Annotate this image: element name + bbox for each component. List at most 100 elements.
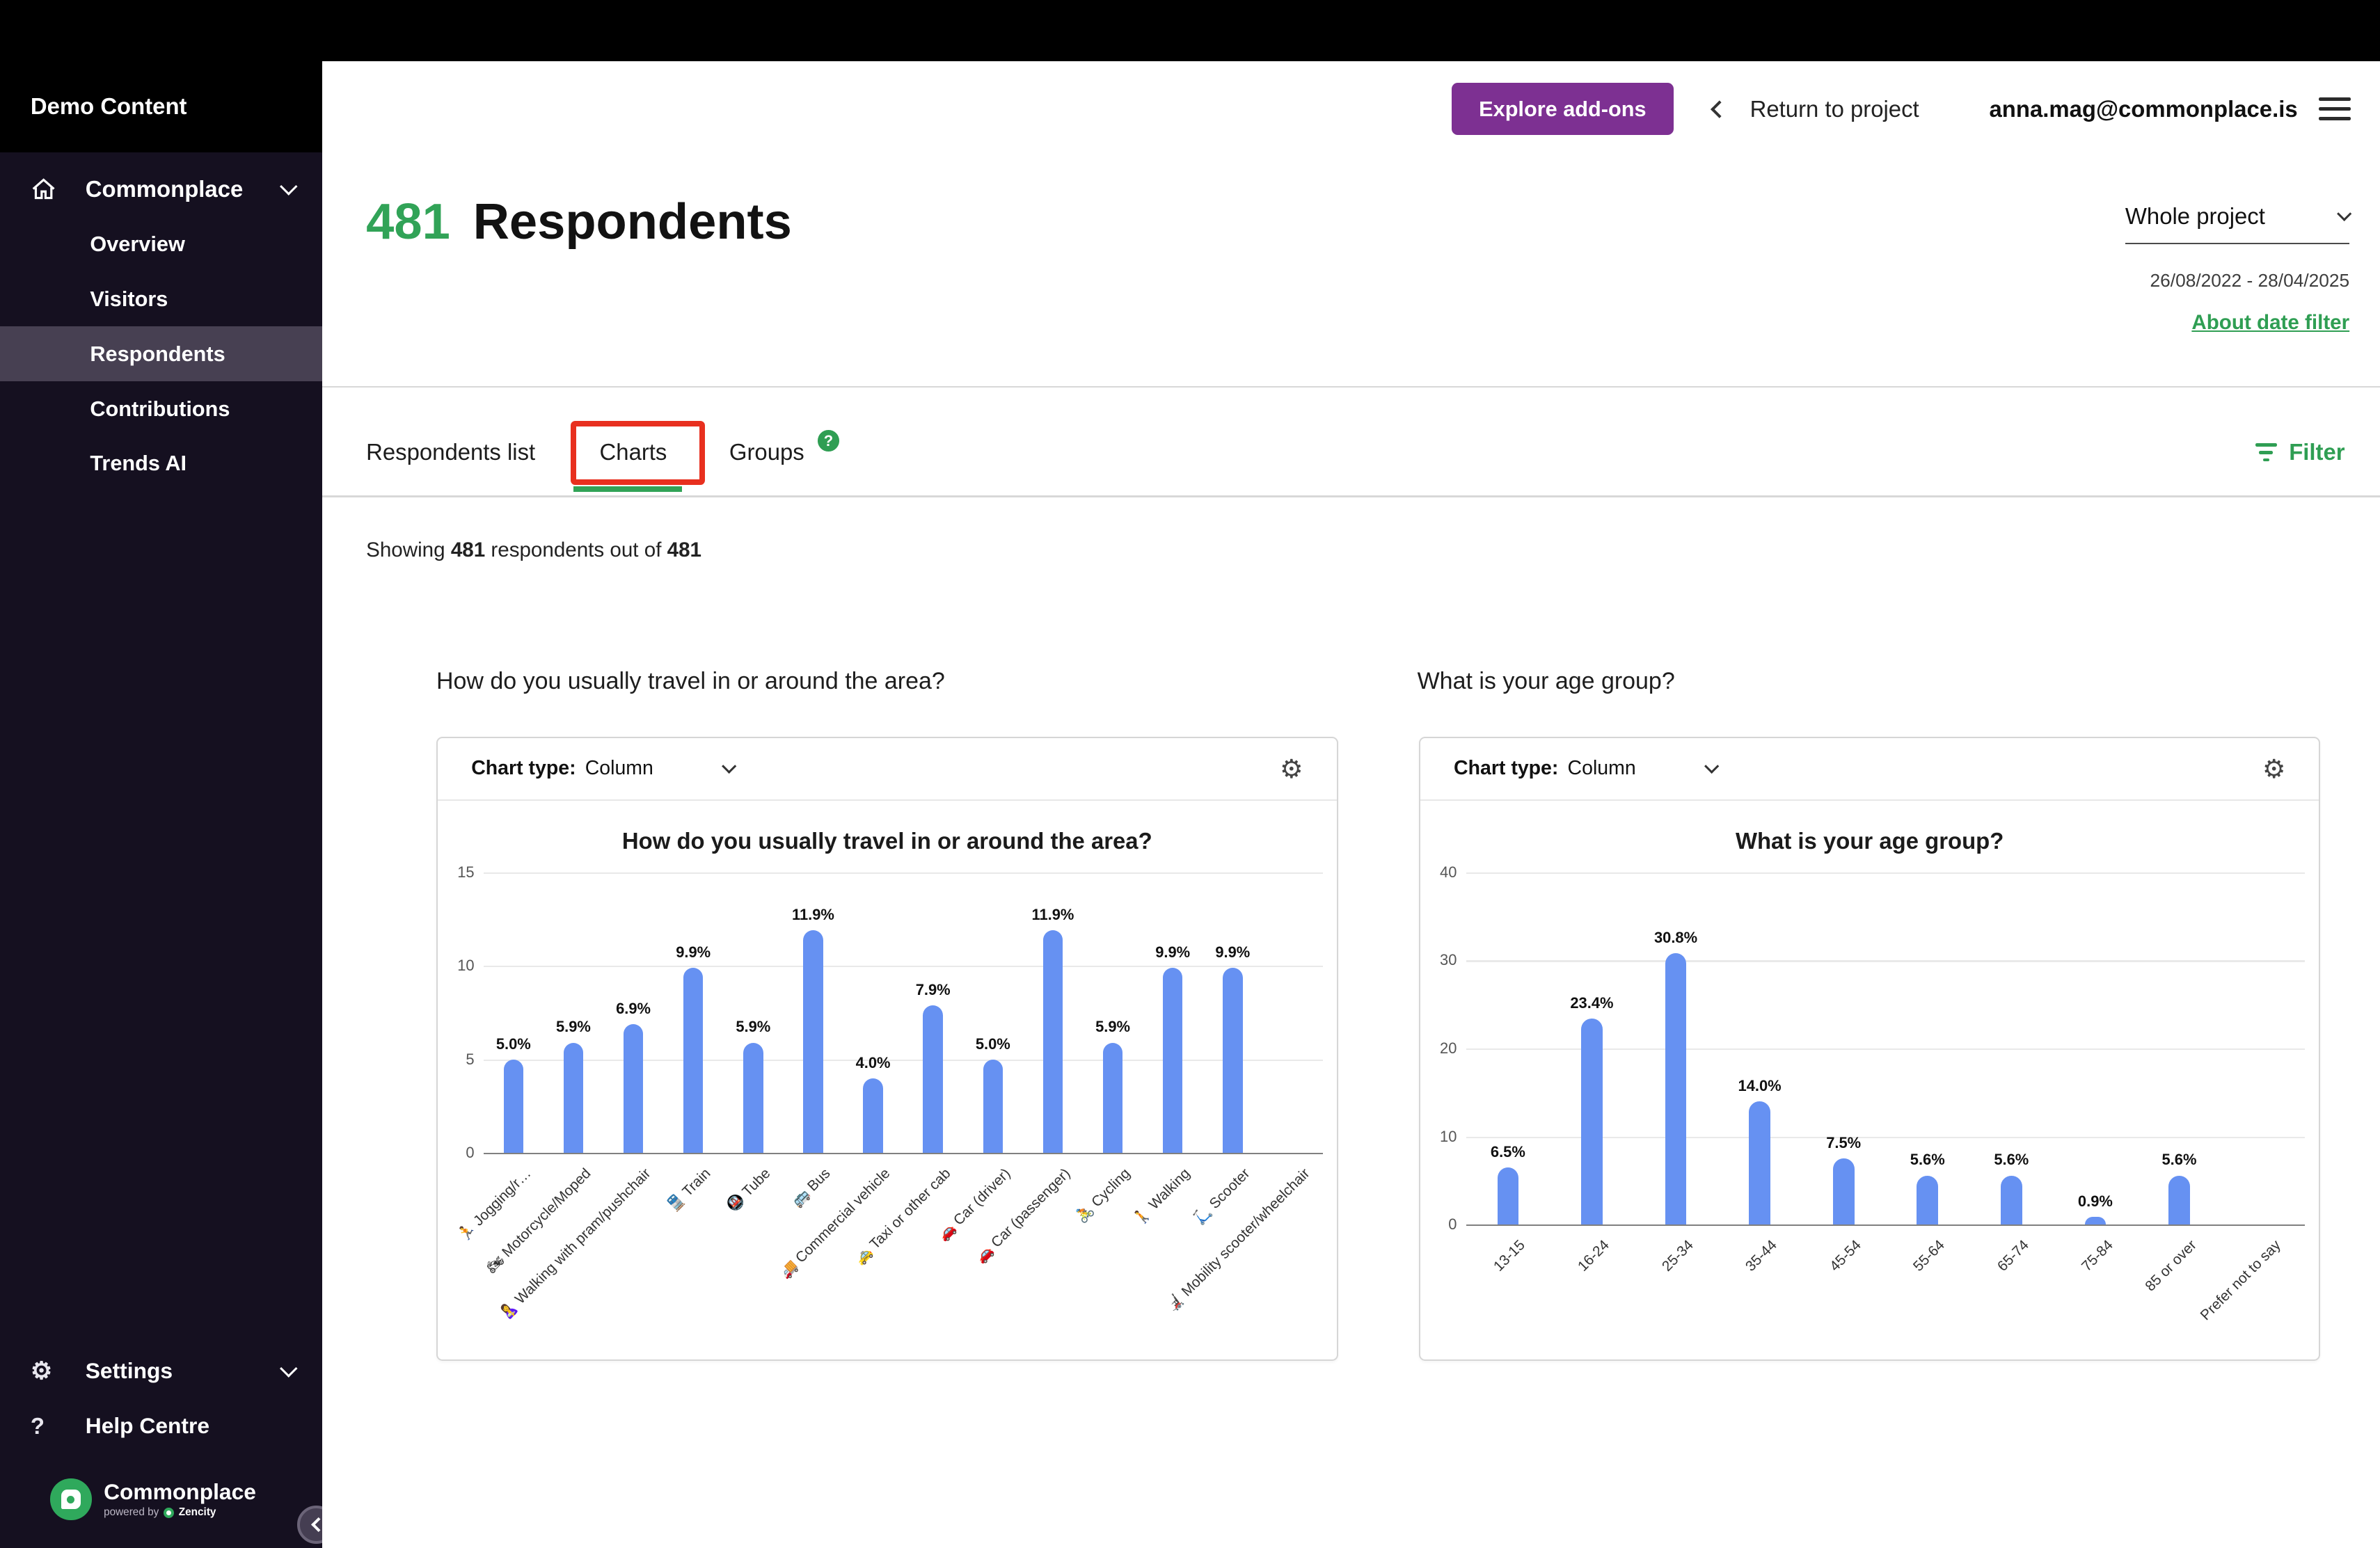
sidebar-item-contributions[interactable]: Contributions	[0, 381, 322, 436]
top-black-strip	[0, 0, 2380, 61]
chart-plot-area: 0 10 20 30 40 6.5% 13-15 23.4% 16-24 30.8% 25-34 14…	[1440, 863, 2306, 1323]
bar[interactable]	[1102, 1042, 1123, 1154]
about-date-filter-link[interactable]: About date filter	[2191, 311, 2350, 335]
date-range: 26/08/2022 - 28/04/2025	[2150, 270, 2350, 292]
y-axis-tick-label: 30	[1440, 951, 1457, 969]
bar[interactable]	[1665, 953, 1687, 1225]
return-to-project-link[interactable]: Return to project	[1750, 95, 1919, 122]
sidebar-item-help-centre[interactable]: ? Help Centre	[0, 1398, 322, 1453]
sidebar-item-label: Help Centre	[85, 1413, 210, 1439]
showing-total: 481	[667, 538, 701, 561]
divider	[322, 495, 2380, 497]
bar[interactable]	[743, 1042, 763, 1154]
sidebar-footer: ⚙ Settings ? Help Centre	[0, 1343, 322, 1453]
chart-section-title: How do you usually travel in or around t…	[436, 668, 945, 695]
sidebar-item-label: Visitors	[90, 286, 168, 311]
question-icon: ?	[30, 1412, 45, 1439]
bar-value-label: 14.0%	[1738, 1076, 1782, 1094]
zencity-label: Zencity	[178, 1506, 216, 1519]
bar[interactable]	[623, 1023, 644, 1154]
bar-value-label: 5.9%	[1095, 1018, 1131, 1036]
sidebar-item-label: Settings	[85, 1358, 173, 1384]
bar[interactable]	[2084, 1217, 2107, 1225]
gridline	[1466, 1136, 2306, 1138]
bar[interactable]	[1917, 1175, 1939, 1225]
bar[interactable]	[1749, 1101, 1770, 1225]
chart-settings-gear-icon[interactable]: ⚙	[2262, 753, 2286, 783]
y-axis-tick-label: 0	[1448, 1215, 1457, 1234]
chart-card-age-group: Chart type: Column ⚙ What is your age gr…	[1418, 736, 2321, 1361]
bar[interactable]	[503, 1059, 524, 1154]
project-scope-dropdown[interactable]: Whole project	[2125, 202, 2352, 245]
sidebar-item-overview[interactable]: Overview	[0, 216, 322, 271]
bar[interactable]	[803, 930, 823, 1154]
chart-type-select[interactable]: Column	[1567, 757, 1636, 780]
showing-summary: Showing 481 respondents out of 481	[366, 538, 701, 562]
sidebar-item-respondents[interactable]: Respondents	[0, 326, 322, 382]
bar[interactable]	[563, 1042, 584, 1154]
bar-value-label: 9.9%	[676, 943, 711, 961]
bar[interactable]	[1832, 1158, 1855, 1225]
hamburger-menu-icon[interactable]	[2319, 97, 2351, 121]
chart-title: What is your age group?	[1735, 828, 2004, 854]
sidebar-item-visitors[interactable]: Visitors	[0, 271, 322, 326]
scope-value: Whole project	[2125, 202, 2265, 229]
bar[interactable]	[863, 1078, 883, 1154]
chart-settings-gear-icon[interactable]: ⚙	[1280, 753, 1303, 783]
showing-count: 481	[450, 538, 486, 561]
tab-groups[interactable]: Groups	[729, 439, 804, 465]
sidebar-item-trends-ai[interactable]: Trends AI	[0, 436, 322, 491]
sidebar-item-commonplace[interactable]: Commonplace	[0, 161, 322, 216]
bar[interactable]	[983, 1059, 1003, 1154]
sidebar-item-settings[interactable]: ⚙ Settings	[0, 1343, 322, 1398]
bar-value-label: 11.9%	[1031, 906, 1074, 924]
bar-value-label: 5.9%	[736, 1018, 771, 1036]
groups-help-icon[interactable]: ?	[818, 430, 839, 452]
zencity-logo-icon	[163, 1508, 175, 1519]
bar[interactable]	[1497, 1167, 1519, 1225]
header-bar: Explore add-ons Return to project anna.m…	[322, 61, 2380, 157]
chevron-down-icon	[279, 1359, 297, 1377]
sidebar-item-label: Trends AI	[90, 451, 187, 476]
brand-footer: Commonplace powered by Zencity	[0, 1460, 322, 1539]
explore-addons-button[interactable]: Explore add-ons	[1451, 83, 1674, 136]
active-tab-underline	[573, 486, 682, 492]
respondent-count: 481	[366, 194, 450, 250]
tab-respondents-list[interactable]: Respondents list	[366, 439, 536, 465]
bar-value-label: 5.6%	[2161, 1151, 2197, 1169]
bar[interactable]	[1223, 968, 1243, 1154]
bar-value-label: 6.5%	[1490, 1142, 1525, 1160]
sidebar-nav: Commonplace Overview Visitors Respondent…	[0, 152, 322, 491]
chart-section-title: What is your age group?	[1417, 668, 1675, 695]
y-axis-tick-label: 40	[1440, 863, 1457, 881]
tab-charts[interactable]: Charts	[599, 439, 667, 465]
gridline	[483, 1059, 1323, 1061]
bar-value-label: 9.9%	[1215, 943, 1251, 961]
bar[interactable]	[683, 968, 704, 1154]
chart-plot-area: 0 5 10 15 5.0% 🏃 Jogging/r… 5.9% 🏍 Motorcycle/M…	[454, 863, 1323, 1323]
bar[interactable]	[923, 1005, 943, 1154]
filter-button[interactable]: Filter	[2255, 439, 2345, 465]
y-axis-tick-label: 0	[466, 1144, 475, 1162]
filter-label: Filter	[2289, 439, 2345, 465]
chart-card-header: Chart type: Column ⚙	[437, 738, 1337, 801]
chevron-down-icon[interactable]	[721, 758, 737, 774]
chevron-down-icon	[279, 177, 297, 195]
chevron-down-icon[interactable]	[1704, 758, 1720, 774]
bar[interactable]	[1042, 930, 1063, 1154]
back-button[interactable]	[1701, 100, 1738, 118]
showing-prefix: Showing	[366, 538, 451, 561]
chart-type-label: Chart type:	[471, 757, 576, 780]
bar[interactable]	[1581, 1019, 1603, 1225]
chart-type-select[interactable]: Column	[585, 757, 653, 780]
sidebar: Demo Content Commonplace Overview Visito…	[0, 61, 336, 1548]
bar[interactable]	[1162, 968, 1183, 1154]
bar[interactable]	[2000, 1175, 2022, 1225]
bar-value-label: 5.6%	[1994, 1151, 2029, 1169]
sidebar-item-label: Commonplace	[85, 175, 244, 202]
bar[interactable]	[2168, 1175, 2190, 1225]
main-content: 481 Respondents Whole project 26/08/2022…	[322, 157, 2380, 1548]
divider	[322, 385, 2380, 388]
commonplace-logo-icon	[50, 1478, 92, 1520]
sidebar-item-label: Overview	[90, 231, 185, 256]
